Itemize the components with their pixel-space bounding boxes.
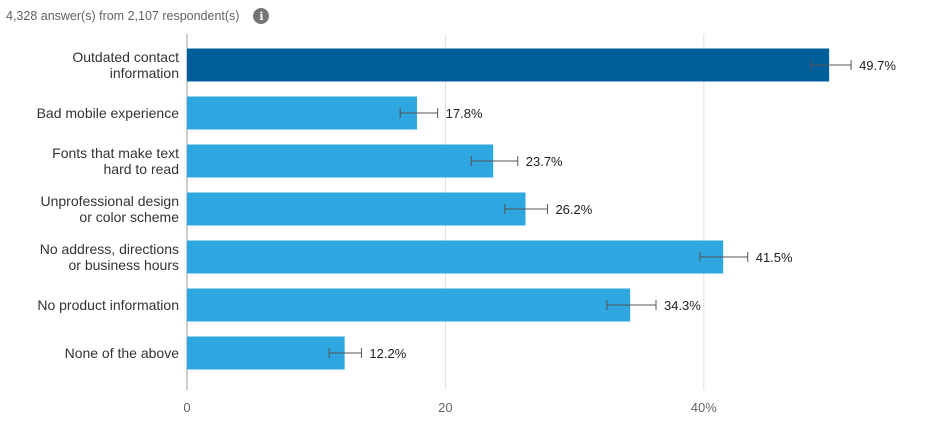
category-label: None of the above [65, 345, 180, 361]
data-label: 34.3% [664, 298, 701, 313]
category-label: No address, directions [40, 241, 179, 257]
bar [187, 240, 724, 274]
x-tick-label: 20 [438, 400, 452, 415]
category-label: Unprofessional design [40, 193, 179, 209]
bar [187, 336, 345, 370]
category-label: Fonts that make text [52, 145, 179, 161]
bar [187, 192, 526, 226]
category-label: or business hours [68, 257, 179, 273]
category-label: No product information [37, 297, 179, 313]
category-label: Bad mobile experience [37, 105, 180, 121]
bar [187, 48, 830, 82]
x-tick-label: 0 [183, 400, 190, 415]
data-label: 49.7% [859, 58, 896, 73]
data-label: 12.2% [369, 346, 406, 361]
x-tick-label: 40% [691, 400, 717, 415]
category-label: or color scheme [79, 209, 179, 225]
category-label: Outdated contact [72, 49, 179, 65]
response-summary: 4,328 answer(s) from 2,107 respondent(s) [6, 9, 240, 23]
data-label: 41.5% [756, 250, 793, 265]
data-label: 17.8% [446, 106, 483, 121]
data-label: 26.2% [555, 202, 592, 217]
info-icon[interactable]: i [253, 8, 270, 24]
header: 4,328 answer(s) from 2,107 respondent(s)… [6, 6, 270, 26]
bar [187, 96, 417, 130]
category-label: information [110, 65, 179, 81]
data-label: 23.7% [526, 154, 563, 169]
bar [187, 144, 494, 178]
category-label: hard to read [104, 161, 180, 177]
bar [187, 288, 631, 322]
